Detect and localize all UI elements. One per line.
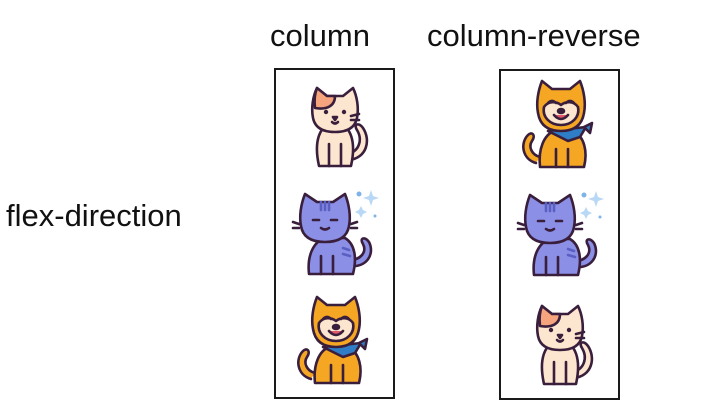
- flex-container-column-reverse: [499, 69, 620, 400]
- row-label: flex-direction: [6, 198, 182, 233]
- peach-cat-icon: [289, 78, 381, 174]
- flex-container-column: [274, 68, 395, 399]
- peach-cat-icon: [514, 296, 606, 392]
- orange-dog-icon: [289, 293, 381, 389]
- purple-cat-icon: [514, 187, 606, 283]
- orange-dog-icon: [514, 77, 606, 173]
- purple-cat-icon: [289, 186, 381, 282]
- column-title-column: column: [270, 18, 370, 53]
- column-title-column-reverse: column-reverse: [427, 18, 641, 53]
